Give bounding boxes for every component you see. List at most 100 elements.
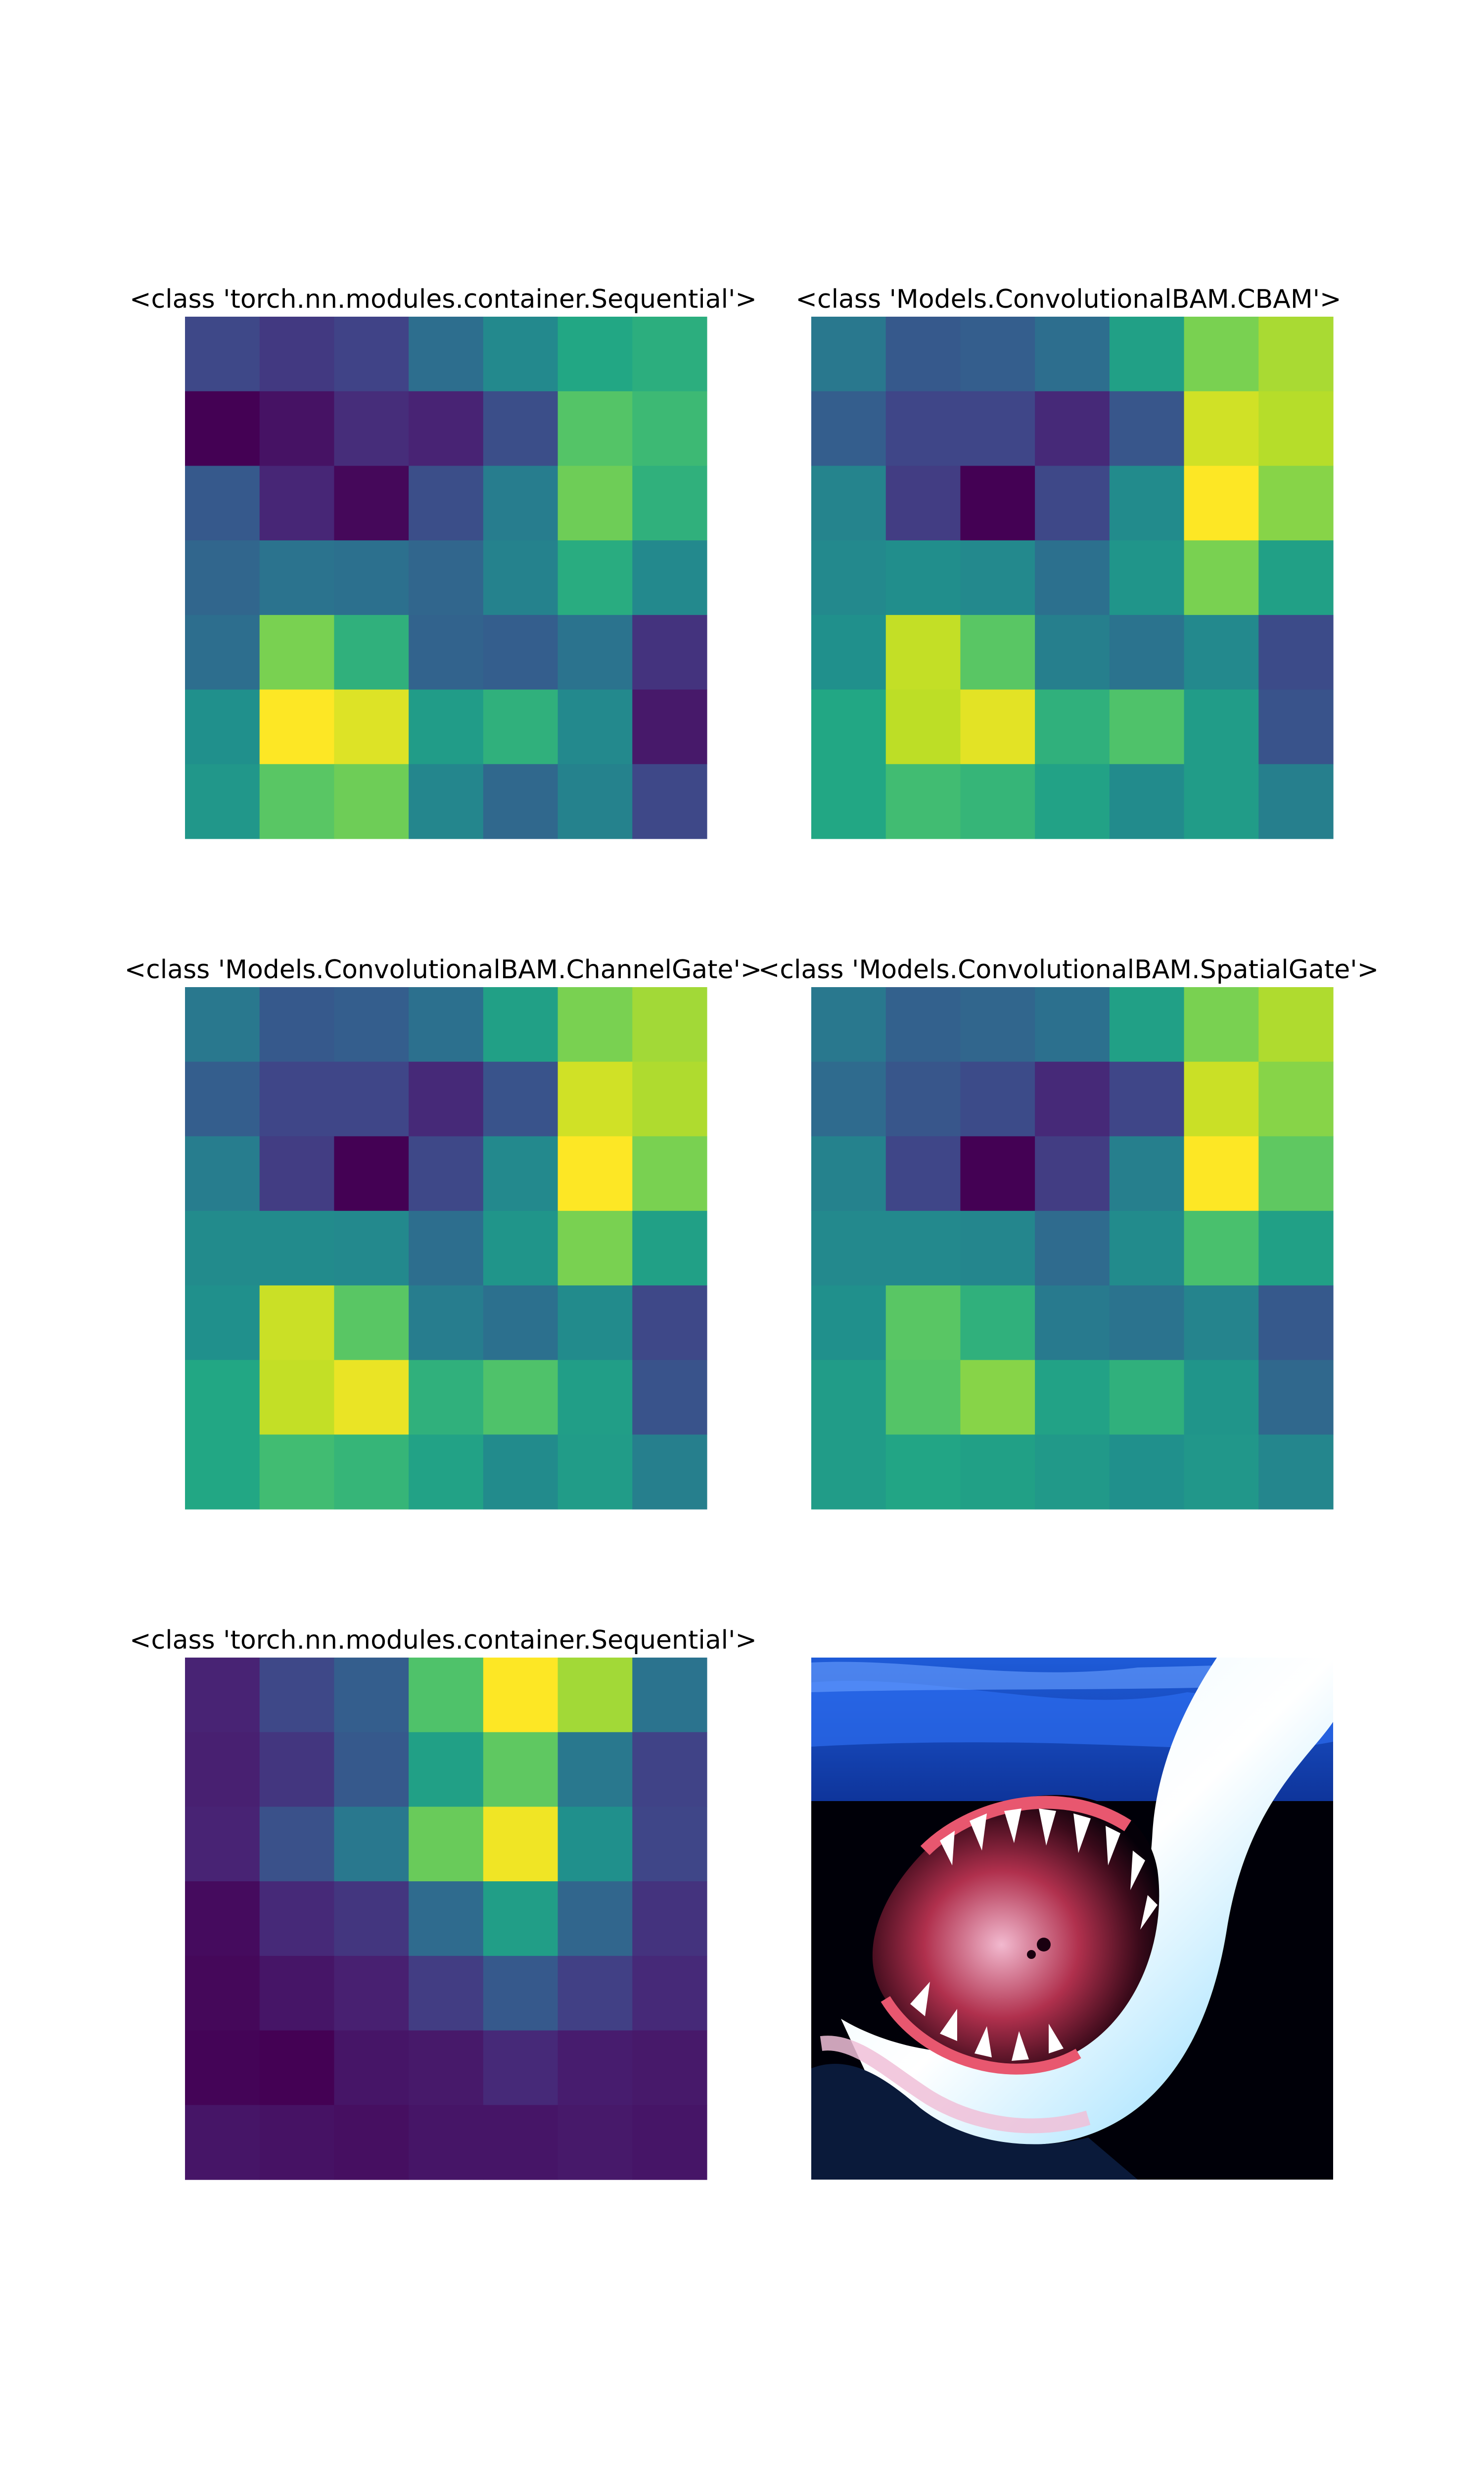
heatmap-2-cell-r6-c5	[1184, 764, 1259, 839]
heatmap-4-cell-r1-c4	[1109, 1061, 1185, 1137]
heatmap-1-cell-r5-c6	[632, 689, 707, 764]
heatmap-2-cell-r4-c3	[1035, 615, 1110, 690]
heatmap-2-cell-r0-c2	[960, 317, 1035, 392]
heatmap-2-cell-r3-c4	[1109, 540, 1185, 616]
heatmap-3-cell-r2-c5	[557, 1136, 633, 1211]
heatmap-4-cell-r4-c0	[811, 1285, 886, 1361]
heatmap-cbam	[811, 317, 1334, 839]
heatmap-3-cell-r0-c3	[409, 987, 484, 1062]
heatmap-2-cell-r3-c2	[960, 540, 1035, 616]
heatmap-5-cell-r0-c2	[334, 1658, 409, 1733]
heatmap-3-cell-r1-c5	[557, 1061, 633, 1137]
heatmap-3-cell-r3-c1	[259, 1211, 335, 1286]
heatmap-2-cell-r2-c6	[1258, 466, 1334, 541]
heatmap-3-cell-r6-c2	[334, 1434, 409, 1510]
heatmap-4-cell-r1-c5	[1184, 1061, 1259, 1137]
heatmap-5-cell-r4-c3	[409, 1955, 484, 2031]
heatmap-1-cell-r5-c3	[409, 689, 484, 764]
heatmap-5-cell-r2-c5	[557, 1807, 633, 1882]
heatmap-5-cell-r1-c1	[259, 1732, 335, 1808]
heatmap-spatial-gate	[811, 987, 1334, 1510]
heatmap-channel-gate	[185, 987, 707, 1510]
heatmap-1-cell-r2-c4	[483, 466, 558, 541]
heatmap-4-cell-r6-c3	[1035, 1434, 1110, 1510]
heatmap-5-cell-r1-c0	[185, 1732, 260, 1808]
heatmap-5-cell-r2-c6	[632, 1807, 707, 1882]
heatmap-3-cell-r1-c3	[409, 1061, 484, 1137]
heatmap-1-cell-r0-c5	[557, 317, 633, 392]
heatmap-5-cell-r5-c1	[259, 2030, 335, 2105]
heatmap-4-cell-r4-c2	[960, 1285, 1035, 1361]
heatmap-2-cell-r4-c0	[811, 615, 886, 690]
heatmap-5-cell-r3-c0	[185, 1881, 260, 1956]
heatmap-2-cell-r0-c3	[1035, 317, 1110, 392]
heatmap-1-cell-r4-c1	[259, 615, 335, 690]
heatmap-2-cell-r6-c1	[885, 764, 961, 839]
heatmap-1-cell-r3-c4	[483, 540, 558, 616]
heatmap-3-cell-r2-c4	[483, 1136, 558, 1211]
heatmap-3-cell-r5-c5	[557, 1360, 633, 1435]
heatmap-2-cell-r1-c6	[1258, 391, 1334, 467]
heatmap-4-cell-r3-c3	[1035, 1211, 1110, 1286]
heatmap-4-cell-r6-c0	[811, 1434, 886, 1510]
heatmap-1-cell-r4-c3	[409, 615, 484, 690]
heatmap-1-cell-r2-c3	[409, 466, 484, 541]
heatmap-5-cell-r2-c0	[185, 1807, 260, 1882]
heatmap-3-cell-r6-c3	[409, 1434, 484, 1510]
heatmap-3-cell-r3-c6	[632, 1211, 707, 1286]
shark-mouth	[872, 1795, 1159, 2067]
heatmap-2-cell-r5-c2	[960, 689, 1035, 764]
heatmap-2-cell-r1-c0	[811, 391, 886, 467]
heatmap-1-cell-r3-c0	[185, 540, 260, 616]
heatmap-1-cell-r5-c1	[259, 689, 335, 764]
heatmap-5-cell-r0-c1	[259, 1658, 335, 1733]
heatmap-1-cell-r5-c4	[483, 689, 558, 764]
heatmap-5-cell-r1-c5	[557, 1732, 633, 1808]
heatmap-1-cell-r0-c3	[409, 317, 484, 392]
heatmap-4-cell-r0-c3	[1035, 987, 1110, 1062]
heatmap-5-cell-r4-c6	[632, 1955, 707, 2031]
heatmap-1-cell-r3-c3	[409, 540, 484, 616]
heatmap-4-cell-r4-c5	[1184, 1285, 1259, 1361]
heatmap-1-cell-r2-c0	[185, 466, 260, 541]
heatmap-1-cell-r1-c5	[557, 391, 633, 467]
heatmap-4-cell-r1-c0	[811, 1061, 886, 1137]
heatmap-3-cell-r4-c2	[334, 1285, 409, 1361]
shark-lower-jaw	[811, 2064, 1138, 2180]
heatmap-3-cell-r4-c1	[259, 1285, 335, 1361]
heatmap-4-cell-r5-c3	[1035, 1360, 1110, 1435]
heatmap-3-cell-r5-c2	[334, 1360, 409, 1435]
heatmap-1-cell-r2-c1	[259, 466, 335, 541]
heatmap-5-cell-r0-c0	[185, 1658, 260, 1733]
heatmap-5-cell-r0-c4	[483, 1658, 558, 1733]
heatmap-4-cell-r2-c1	[885, 1136, 961, 1211]
shark-gum-upper	[920, 1796, 1132, 1856]
heatmap-4-cell-r0-c1	[885, 987, 961, 1062]
heatmap-3-cell-r1-c0	[185, 1061, 260, 1137]
heatmap-3-cell-r2-c2	[334, 1136, 409, 1211]
heatmap-4-cell-r2-c0	[811, 1136, 886, 1211]
heatmap-2-cell-r1-c2	[960, 391, 1035, 467]
heatmap-1-cell-r6-c0	[185, 764, 260, 839]
heatmap-3-cell-r0-c4	[483, 987, 558, 1062]
heatmap-2-cell-r3-c0	[811, 540, 886, 616]
shark-teeth	[910, 1808, 1158, 2061]
heatmap-4-cell-r1-c3	[1035, 1061, 1110, 1137]
heatmap-2-cell-r2-c5	[1184, 466, 1259, 541]
heatmap-3-cell-r5-c1	[259, 1360, 335, 1435]
heatmap-1-cell-r1-c2	[334, 391, 409, 467]
heatmap-4-cell-r6-c6	[1258, 1434, 1334, 1510]
heatmap-5-cell-r5-c4	[483, 2030, 558, 2105]
heatmap-1-cell-r6-c2	[334, 764, 409, 839]
heatmap-5-cell-r6-c1	[259, 2105, 335, 2180]
heatmap-2-cell-r0-c6	[1258, 317, 1334, 392]
heatmap-4-cell-r6-c1	[885, 1434, 961, 1510]
heatmap-2-cell-r4-c4	[1109, 615, 1185, 690]
shark-lower-jaw-edge	[820, 2036, 1091, 2134]
heatmap-5-cell-r1-c4	[483, 1732, 558, 1808]
heatmap-5-cell-r3-c1	[259, 1881, 335, 1956]
heatmap-2-cell-r3-c5	[1184, 540, 1259, 616]
heatmap-4-cell-r5-c0	[811, 1360, 886, 1435]
heatmap-2-cell-r4-c5	[1184, 615, 1259, 690]
